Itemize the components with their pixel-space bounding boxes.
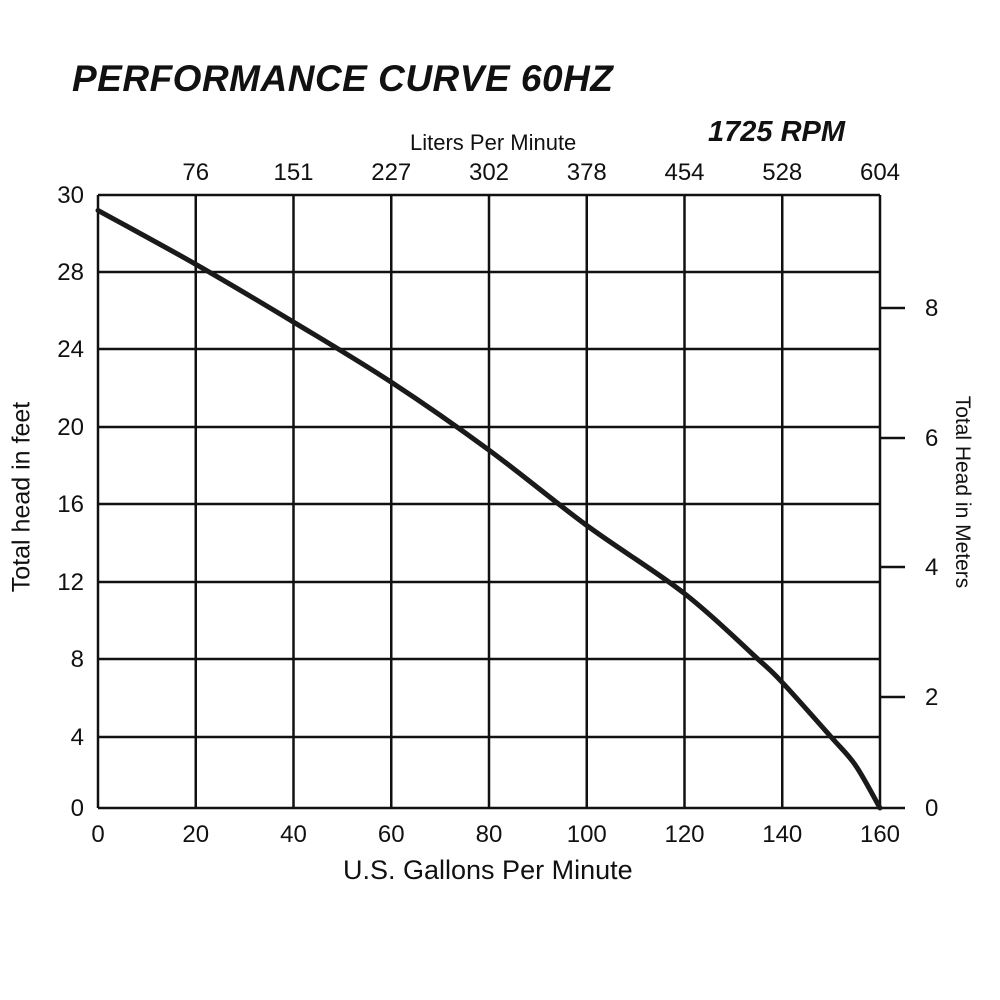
x2-tick-label: 528 <box>762 159 802 186</box>
x2-tick-label: 151 <box>273 159 313 186</box>
y-tick-label: 8 <box>71 646 84 673</box>
chart-title: PERFORMANCE CURVE 60HZ <box>72 58 614 99</box>
x2-tick-label: 76 <box>182 159 209 186</box>
y2-tick-label: 0 <box>925 795 938 822</box>
x2-tick-label: 454 <box>664 159 704 186</box>
y-tick-label: 24 <box>57 336 84 363</box>
y-tick-label: 0 <box>71 795 84 822</box>
x-tick-label: 20 <box>182 821 209 848</box>
x2-tick-label: 604 <box>860 159 900 186</box>
y-tick-label: 12 <box>57 569 84 596</box>
y-tick-label: 30 <box>57 182 84 209</box>
x-tick-label: 160 <box>860 821 900 848</box>
y-tick-label: 20 <box>57 414 84 441</box>
x-tick-label: 140 <box>762 821 802 848</box>
x2-tick-label: 302 <box>469 159 509 186</box>
y2-tick-label: 8 <box>925 295 938 322</box>
x-tick-label: 60 <box>378 821 405 848</box>
y-tick-label: 28 <box>57 259 84 286</box>
y-tick-label: 4 <box>71 724 84 751</box>
x-tick-label: 80 <box>476 821 503 848</box>
x2-axis-label: Liters Per Minute <box>410 130 577 155</box>
y-tick-label: 16 <box>57 491 84 518</box>
x-axis-label: U.S. Gallons Per Minute <box>343 855 633 885</box>
x2-tick-label: 227 <box>371 159 411 186</box>
x-tick-label: 0 <box>91 821 104 848</box>
y2-tick-label: 4 <box>925 554 938 581</box>
x-tick-label: 100 <box>567 821 607 848</box>
performance-curve <box>95 207 883 811</box>
y2-tick-label: 2 <box>925 684 938 711</box>
x-tick-label: 40 <box>280 821 307 848</box>
chart-subtitle: 1725 RPM <box>708 116 846 148</box>
x2-tick-label: 378 <box>567 159 607 186</box>
y2-tick-label: 6 <box>925 425 938 452</box>
x-tick-label: 120 <box>664 821 704 848</box>
